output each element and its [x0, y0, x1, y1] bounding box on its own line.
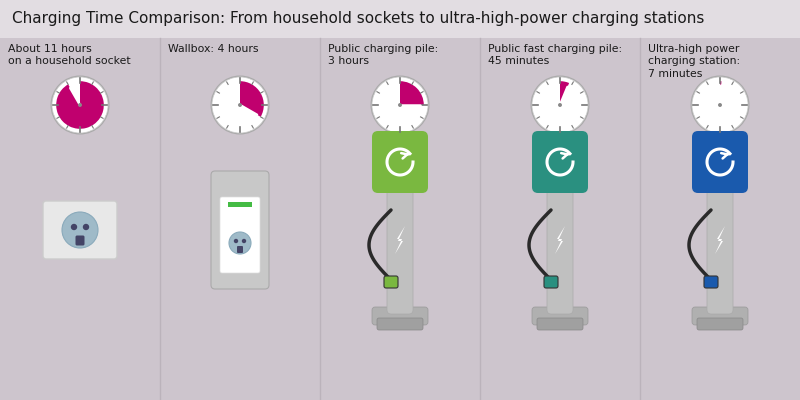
FancyBboxPatch shape [0, 0, 800, 38]
Text: Ultra-high power
charging station:
7 minutes: Ultra-high power charging station: 7 min… [648, 44, 740, 79]
Text: Public charging pile:
3 hours: Public charging pile: 3 hours [328, 44, 438, 66]
Circle shape [234, 239, 238, 243]
Circle shape [70, 224, 77, 230]
FancyBboxPatch shape [697, 318, 743, 330]
Circle shape [532, 77, 588, 133]
Wedge shape [56, 81, 104, 129]
Circle shape [50, 76, 110, 134]
Circle shape [692, 77, 748, 133]
Text: Wallbox: 4 hours: Wallbox: 4 hours [168, 44, 258, 54]
FancyBboxPatch shape [211, 171, 269, 289]
Polygon shape [555, 226, 565, 254]
Wedge shape [400, 81, 424, 105]
Circle shape [229, 232, 251, 254]
FancyBboxPatch shape [544, 276, 558, 288]
Circle shape [52, 77, 108, 133]
FancyBboxPatch shape [692, 307, 748, 325]
Text: Charging Time Comparison: From household sockets to ultra-high-power charging st: Charging Time Comparison: From household… [12, 12, 704, 26]
FancyBboxPatch shape [372, 307, 428, 325]
Circle shape [62, 212, 98, 248]
FancyBboxPatch shape [537, 318, 583, 330]
FancyBboxPatch shape [707, 141, 733, 314]
Polygon shape [715, 226, 725, 254]
FancyBboxPatch shape [692, 131, 748, 193]
FancyBboxPatch shape [43, 201, 117, 259]
FancyBboxPatch shape [387, 141, 413, 314]
Text: About 11 hours
on a household socket: About 11 hours on a household socket [8, 44, 130, 66]
FancyBboxPatch shape [220, 197, 260, 273]
Circle shape [530, 76, 590, 134]
Wedge shape [560, 81, 569, 105]
Circle shape [83, 224, 90, 230]
Circle shape [212, 77, 268, 133]
FancyBboxPatch shape [532, 307, 588, 325]
Circle shape [238, 103, 242, 107]
Text: Public fast charging pile:
45 minutes: Public fast charging pile: 45 minutes [488, 44, 622, 66]
FancyBboxPatch shape [228, 202, 252, 207]
Circle shape [370, 76, 430, 134]
FancyBboxPatch shape [372, 131, 428, 193]
Circle shape [718, 103, 722, 107]
Circle shape [78, 103, 82, 107]
Wedge shape [720, 81, 722, 105]
Circle shape [242, 239, 246, 243]
Circle shape [558, 103, 562, 107]
FancyBboxPatch shape [547, 141, 573, 314]
FancyBboxPatch shape [377, 318, 423, 330]
FancyBboxPatch shape [384, 276, 398, 288]
FancyBboxPatch shape [0, 38, 800, 400]
Wedge shape [240, 81, 264, 117]
Circle shape [372, 77, 428, 133]
Polygon shape [395, 226, 405, 254]
FancyBboxPatch shape [75, 236, 85, 246]
Circle shape [210, 76, 270, 134]
FancyBboxPatch shape [532, 131, 588, 193]
FancyBboxPatch shape [704, 276, 718, 288]
FancyBboxPatch shape [237, 246, 243, 253]
Circle shape [398, 103, 402, 107]
Circle shape [690, 76, 750, 134]
